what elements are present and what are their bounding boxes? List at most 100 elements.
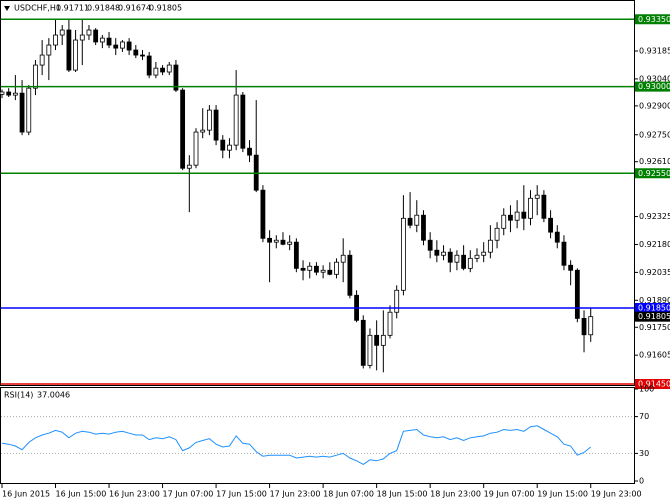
- level-label: 0.92550: [638, 169, 670, 178]
- y-tick-label: 0.91750: [639, 323, 670, 332]
- candle-body: [267, 237, 273, 243]
- candle-body: [180, 89, 186, 169]
- y-tick-label: 0.93185: [639, 47, 670, 56]
- y-tick-label: 0.92325: [639, 212, 670, 221]
- header-open: 0.91711: [56, 4, 89, 13]
- candle-body: [541, 194, 547, 219]
- y-tick-label: 100: [639, 385, 654, 394]
- y-tick-label: 0.92610: [639, 157, 670, 166]
- level-label-box: [635, 303, 670, 313]
- candle-body: [12, 92, 18, 96]
- candle-body: [574, 269, 580, 319]
- candle-body: [39, 54, 45, 66]
- candle-body: [233, 94, 239, 146]
- candle-body: [240, 94, 246, 149]
- candle-body: [447, 251, 453, 263]
- level-label: 0.93350: [638, 15, 670, 24]
- candle-body: [400, 217, 406, 291]
- candle-body: [307, 265, 313, 271]
- y-tick-label: 0: [639, 477, 644, 486]
- price-label: 0.91805: [638, 312, 670, 321]
- candle-body: [467, 257, 473, 269]
- candle-body: [387, 311, 393, 336]
- candle-body: [153, 67, 159, 76]
- candle-body: [213, 109, 219, 141]
- candle-body: [454, 254, 460, 263]
- candle-body: [434, 249, 440, 256]
- candle-body: [360, 319, 366, 366]
- candle-body: [501, 214, 507, 229]
- y-tick-label: 70: [639, 412, 649, 421]
- x-tick-label: 17 Jun 23:00: [270, 490, 321, 499]
- candle-body: [568, 264, 574, 271]
- candle-body: [374, 334, 380, 346]
- rsi-line: [1, 425, 592, 465]
- candle-body: [106, 37, 112, 46]
- candle-body: [588, 316, 594, 336]
- level-label: 0.91450: [638, 380, 670, 389]
- level-label: 0.91850: [638, 304, 670, 313]
- level-label-box: [635, 379, 670, 389]
- y-tick-label: 0.93040: [639, 74, 670, 83]
- candle-body: [73, 39, 78, 71]
- candle-body: [347, 254, 353, 296]
- y-tick-label: 0.91605: [639, 351, 670, 360]
- candle-body: [287, 241, 293, 245]
- candle-body: [33, 64, 38, 89]
- y-tick-label: 0.92035: [639, 268, 670, 277]
- rsi-frame: [0, 387, 635, 484]
- candle-body: [494, 227, 500, 241]
- candle-body: [0, 91, 5, 95]
- header-close: 0.91805: [149, 4, 182, 13]
- x-tick-label: 18 Jun 07:00: [323, 490, 374, 499]
- rsi-current: 37.0046: [37, 391, 70, 400]
- candle-body: [340, 254, 346, 263]
- header-low: 0.91674: [118, 4, 151, 13]
- collapse-icon[interactable]: [4, 6, 10, 11]
- x-tick-label: 19 Jun 15:00: [537, 490, 588, 499]
- candle-body: [220, 139, 226, 151]
- candle-body: [126, 41, 132, 51]
- candle-body: [53, 34, 58, 46]
- y-tick-label: 30: [639, 449, 649, 458]
- candle-body: [327, 269, 333, 275]
- symbol: USDCHF,H1: [14, 4, 61, 13]
- candle-body: [487, 239, 493, 253]
- candle-body: [193, 131, 199, 166]
- candle-body: [481, 251, 487, 256]
- candle-body: [140, 54, 145, 57]
- candle-body: [99, 37, 105, 43]
- candle-body: [227, 144, 232, 151]
- candle-body: [260, 189, 266, 239]
- candle-body: [334, 261, 339, 275]
- candle-body: [206, 109, 212, 131]
- candle-body: [441, 251, 446, 256]
- y-tick-label: 0.92900: [639, 101, 670, 110]
- candle-body: [166, 64, 172, 73]
- candle-body: [93, 29, 99, 43]
- candle-body: [514, 211, 520, 221]
- candle-body: [79, 34, 85, 41]
- candle-body: [186, 164, 192, 169]
- price-frame: [0, 0, 635, 386]
- candle-body: [380, 334, 386, 346]
- candle-body: [59, 29, 65, 36]
- x-tick-label: 17 Jun 07:00: [163, 490, 214, 499]
- candle-body: [200, 129, 206, 133]
- candle-body: [561, 241, 567, 266]
- candle-body: [293, 241, 299, 269]
- candle-body: [280, 239, 286, 245]
- candle-body: [367, 334, 373, 366]
- candle-body: [300, 267, 306, 271]
- candle-body: [521, 211, 527, 219]
- candle-body: [394, 289, 400, 313]
- y-tick-label: 0.92750: [639, 130, 670, 139]
- candle-body: [474, 254, 480, 259]
- candle-body: [528, 197, 533, 219]
- x-tick-label: 19 Jun 07:00: [484, 490, 535, 499]
- level-label-box: [635, 14, 670, 25]
- candle-body: [427, 239, 433, 251]
- candle-body: [314, 265, 319, 273]
- header-high: 0.91848: [87, 4, 120, 13]
